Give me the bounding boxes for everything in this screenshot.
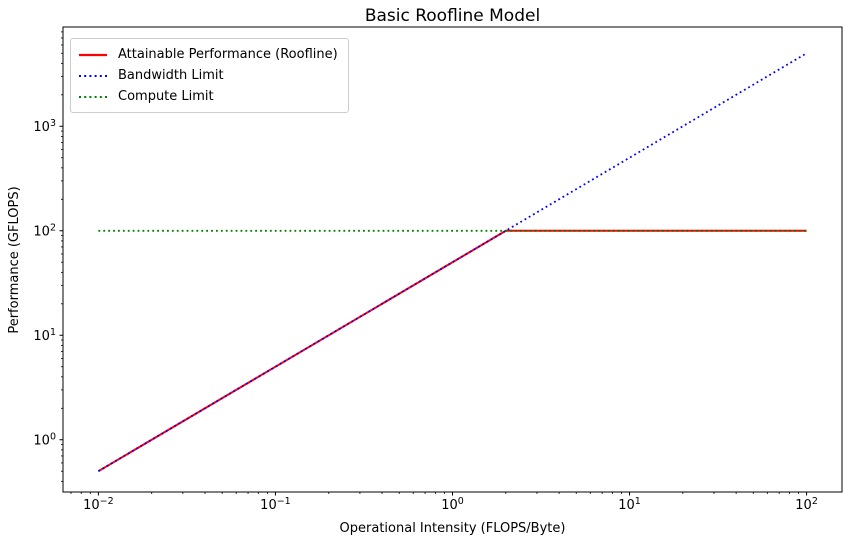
x-tick-label: 10−1 bbox=[260, 496, 291, 513]
y-tick-label: 103 bbox=[33, 118, 56, 135]
legend-line-sample-solid bbox=[79, 53, 107, 56]
x-tick-label: 101 bbox=[618, 496, 641, 513]
y-tick-label: 101 bbox=[33, 327, 56, 344]
series-lines bbox=[97, 52, 808, 473]
legend-line-sample-dotted bbox=[79, 74, 107, 77]
series-line-attainable-performance-roofline bbox=[97, 229, 807, 473]
legend-item-compute-limit: Compute Limit bbox=[78, 86, 338, 107]
x-tick-label: 10−2 bbox=[83, 496, 114, 513]
x-axis-ticks: 10−2 10−1 100 101 102 bbox=[70, 492, 818, 513]
y-tick-label: 100 bbox=[33, 431, 56, 448]
legend-label: Bandwidth Limit bbox=[118, 68, 224, 83]
legend-label: Compute Limit bbox=[118, 89, 214, 104]
y-tick-label: 102 bbox=[33, 222, 56, 239]
legend-line-sample-dotted bbox=[79, 95, 107, 98]
x-axis-label: Operational Intensity (FLOPS/Byte) bbox=[339, 521, 566, 536]
legend-item-attainable-performance-roofline: Attainable Performance (Roofline) bbox=[78, 44, 338, 65]
x-tick-label: 100 bbox=[441, 496, 464, 513]
legend-item-bandwidth-limit: Bandwidth Limit bbox=[78, 65, 338, 86]
x-tick-label: 102 bbox=[795, 496, 818, 513]
y-axis-label: Performance (GFLOPS) bbox=[7, 186, 22, 334]
y-axis-ticks: 100 101 102 103 bbox=[33, 31, 63, 482]
legend-label: Attainable Performance (Roofline) bbox=[118, 47, 338, 62]
legend: Attainable Performance (Roofline) Bandwid… bbox=[70, 38, 349, 113]
chart-title: Basic Roofline Model bbox=[364, 6, 541, 26]
